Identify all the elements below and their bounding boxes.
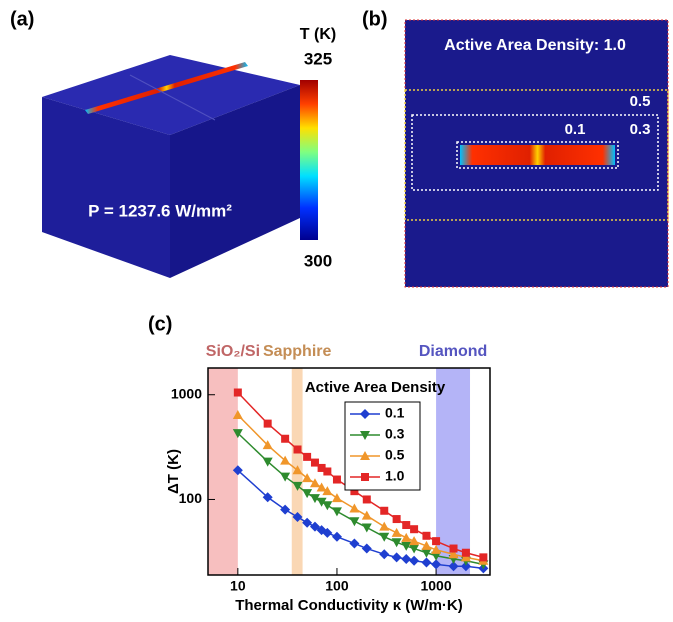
density-label: 0.5 [630, 93, 651, 110]
marker [392, 552, 402, 562]
marker [392, 538, 402, 547]
marker [379, 522, 389, 531]
x-tick-label: 10 [230, 578, 246, 594]
band-label: Sapphire [263, 343, 332, 360]
marker [401, 533, 411, 542]
marker [422, 532, 430, 540]
marker [409, 556, 419, 566]
marker [363, 495, 371, 503]
power-label: P = 1237.6 W/mm² [88, 201, 232, 220]
marker [332, 532, 342, 542]
legend-label: 0.1 [385, 405, 405, 421]
marker [280, 505, 290, 515]
marker [432, 537, 440, 545]
band [208, 368, 238, 575]
x-axis-label: Thermal Conductivity κ (W/m·K) [235, 597, 463, 614]
marker [410, 525, 418, 533]
panel-label: (b) [362, 8, 388, 30]
marker [333, 476, 341, 484]
marker [409, 536, 419, 545]
plot: SiO₂/SiSapphire Diamond 10 100 1000 100 1000 Th… [165, 343, 490, 614]
heatmap-title: Active Area Density: 1.0 [444, 37, 626, 54]
marker [323, 467, 331, 475]
colorbar-tick-label: 300 [304, 251, 332, 270]
marker [362, 511, 372, 520]
marker [264, 420, 272, 428]
y-axis-label: ΔT (K) [165, 449, 182, 494]
marker [281, 435, 289, 443]
marker [402, 521, 410, 529]
y-tick-label: 1000 [171, 385, 202, 401]
marker [379, 533, 389, 542]
marker [362, 544, 372, 554]
colorbar-title: T (K) [300, 26, 336, 43]
marker [380, 507, 388, 515]
legend-label: 1.0 [385, 468, 405, 484]
marker [362, 523, 372, 532]
marker [401, 554, 411, 564]
colorbar [300, 80, 318, 240]
marker [479, 553, 487, 561]
marker [349, 517, 359, 526]
legend-marker [361, 473, 369, 481]
legend-label: 0.5 [385, 447, 405, 463]
marker [303, 453, 311, 461]
marker [379, 549, 389, 559]
marker [332, 507, 342, 516]
marker [421, 558, 431, 568]
heat-strip [460, 145, 615, 165]
density-label: 0.3 [630, 121, 651, 138]
marker [302, 489, 312, 498]
marker [332, 493, 342, 502]
marker [421, 541, 431, 550]
marker [392, 528, 402, 537]
density-label: 0.1 [565, 121, 586, 138]
marker [462, 549, 470, 557]
marker [310, 478, 320, 487]
cube [42, 55, 300, 278]
marker [280, 473, 290, 482]
marker [294, 445, 302, 453]
marker [450, 545, 458, 553]
band-label: SiO₂/Si [206, 343, 260, 360]
marker [234, 389, 242, 397]
panel-label: (c) [148, 313, 172, 335]
legend-title: Active Area Density [305, 379, 446, 396]
marker [322, 501, 332, 510]
x-tick-label: 1000 [420, 578, 451, 594]
panel-label: (a) [10, 8, 34, 30]
marker [349, 503, 359, 512]
x-tick-label: 100 [325, 578, 349, 594]
figure: (a) P = 1237.6 W/mm² T (K) (b) Active Ar… [0, 0, 673, 622]
marker [393, 515, 401, 523]
y-tick-label: 100 [179, 490, 203, 506]
colorbar-tick-label: 325 [304, 49, 332, 68]
band-label: Diamond [419, 343, 487, 360]
marker [349, 538, 359, 548]
legend-label: 0.3 [385, 426, 405, 442]
